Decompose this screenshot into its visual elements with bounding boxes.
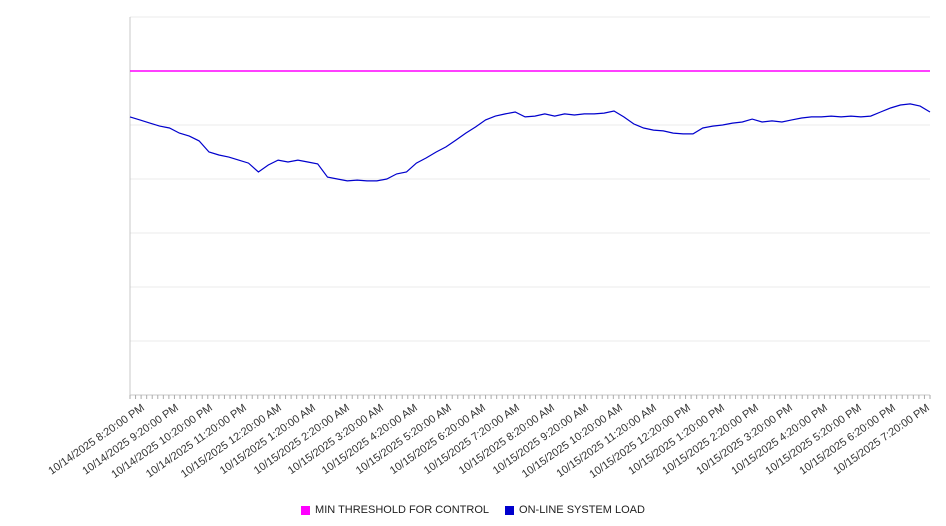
legend-item-load[interactable]: ON-LINE SYSTEM LOAD: [505, 504, 645, 516]
legend-item-threshold[interactable]: MIN THRESHOLD FOR CONTROL: [301, 504, 489, 516]
load-line: [129, 103, 931, 182]
legend-label-load: ON-LINE SYSTEM LOAD: [519, 504, 645, 516]
legend-label-threshold: MIN THRESHOLD FOR CONTROL: [315, 504, 490, 516]
threshold-color-swatch: [301, 505, 311, 515]
legend: MIN THRESHOLD FOR CONTROL ON-LINE SYSTEM…: [0, 504, 946, 516]
load-color-swatch: [505, 505, 515, 515]
